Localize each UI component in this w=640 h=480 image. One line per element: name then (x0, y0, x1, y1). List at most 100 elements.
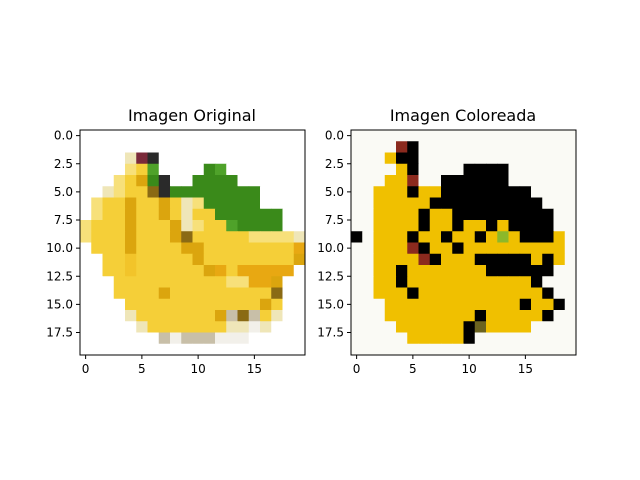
pixel (542, 141, 554, 153)
pixel (136, 208, 148, 221)
pixel (102, 298, 115, 311)
pixel (282, 152, 295, 165)
pixel (147, 186, 160, 198)
pixel (192, 343, 205, 356)
y-tick-label: 7.5 (325, 213, 344, 227)
pixel (441, 141, 453, 153)
pixel (170, 220, 182, 232)
pixel (351, 175, 363, 187)
pixel (542, 332, 554, 345)
pixel (463, 265, 476, 277)
pixel (181, 186, 193, 198)
pixel (362, 220, 374, 232)
pixel (102, 197, 115, 210)
pixel (474, 231, 487, 243)
pixel (102, 253, 115, 266)
pixel (136, 141, 148, 153)
panel-colored: Imagen Coloreada 0 5 10 15 0.0 2.5 5.0 7.5 10.0… (317, 106, 577, 376)
pixel (463, 343, 476, 356)
pixel (248, 321, 261, 333)
pixel (158, 321, 171, 333)
pixel (113, 231, 126, 243)
pixel (192, 186, 205, 198)
pixel (542, 152, 554, 165)
pixel (147, 310, 160, 322)
pixel (248, 208, 261, 221)
pixel (271, 343, 283, 356)
pixel (418, 321, 431, 333)
pixel (429, 343, 442, 356)
pixel (125, 152, 137, 165)
pixel (463, 186, 476, 198)
pixel (553, 242, 566, 255)
pixel (125, 130, 137, 142)
pixel (136, 287, 148, 300)
pixel (564, 332, 577, 345)
pixel (80, 220, 92, 232)
pixel (158, 265, 171, 277)
pixel (531, 141, 543, 153)
pixel (564, 197, 577, 210)
pixel (373, 130, 386, 142)
pixel (237, 231, 250, 243)
pixel (181, 298, 193, 311)
pixel (531, 163, 543, 176)
pixel (519, 197, 532, 210)
pixel (158, 298, 171, 311)
pixel (384, 152, 397, 165)
pixel (80, 321, 92, 333)
pixel (226, 141, 238, 153)
pixel (497, 310, 509, 322)
pixel (260, 208, 272, 221)
pixel (158, 332, 171, 345)
pixel (441, 231, 453, 243)
pixel (351, 163, 363, 176)
pixel (508, 287, 521, 300)
pixel (441, 208, 453, 221)
pixel (237, 197, 250, 210)
pixel (203, 208, 216, 221)
pixel (80, 253, 92, 266)
pixel (407, 231, 419, 243)
pixel (519, 186, 532, 198)
pixel (125, 265, 137, 277)
pixel (260, 242, 272, 255)
pixel (170, 186, 182, 198)
pixel (564, 287, 577, 300)
pixel (452, 242, 464, 255)
pixel (452, 253, 464, 266)
pixel (351, 310, 363, 322)
pixel (125, 321, 137, 333)
pixel (293, 220, 306, 232)
pixel (564, 175, 577, 187)
pixel (429, 130, 442, 142)
pixel (293, 231, 306, 243)
pixel (260, 276, 272, 288)
pixel (508, 141, 521, 153)
pixel (147, 242, 160, 255)
pixel (474, 175, 487, 187)
pixel (237, 253, 250, 266)
pixel (384, 141, 397, 153)
pixel (508, 220, 521, 232)
pixel (542, 175, 554, 187)
pixel (136, 242, 148, 255)
pixel (215, 208, 227, 221)
pixel (282, 332, 295, 345)
pixel (125, 253, 137, 266)
pixel (215, 287, 227, 300)
pixel (396, 220, 408, 232)
pixel (452, 197, 464, 210)
pixel (91, 175, 103, 187)
pixel (136, 265, 148, 277)
pixel (237, 287, 250, 300)
pixel (429, 152, 442, 165)
pixel (407, 163, 419, 176)
pixel (136, 343, 148, 356)
pixel (170, 208, 182, 221)
pixel (192, 141, 205, 153)
pixel (553, 332, 566, 345)
pixel (80, 152, 92, 165)
pixel (396, 208, 408, 221)
pixel (362, 186, 374, 198)
